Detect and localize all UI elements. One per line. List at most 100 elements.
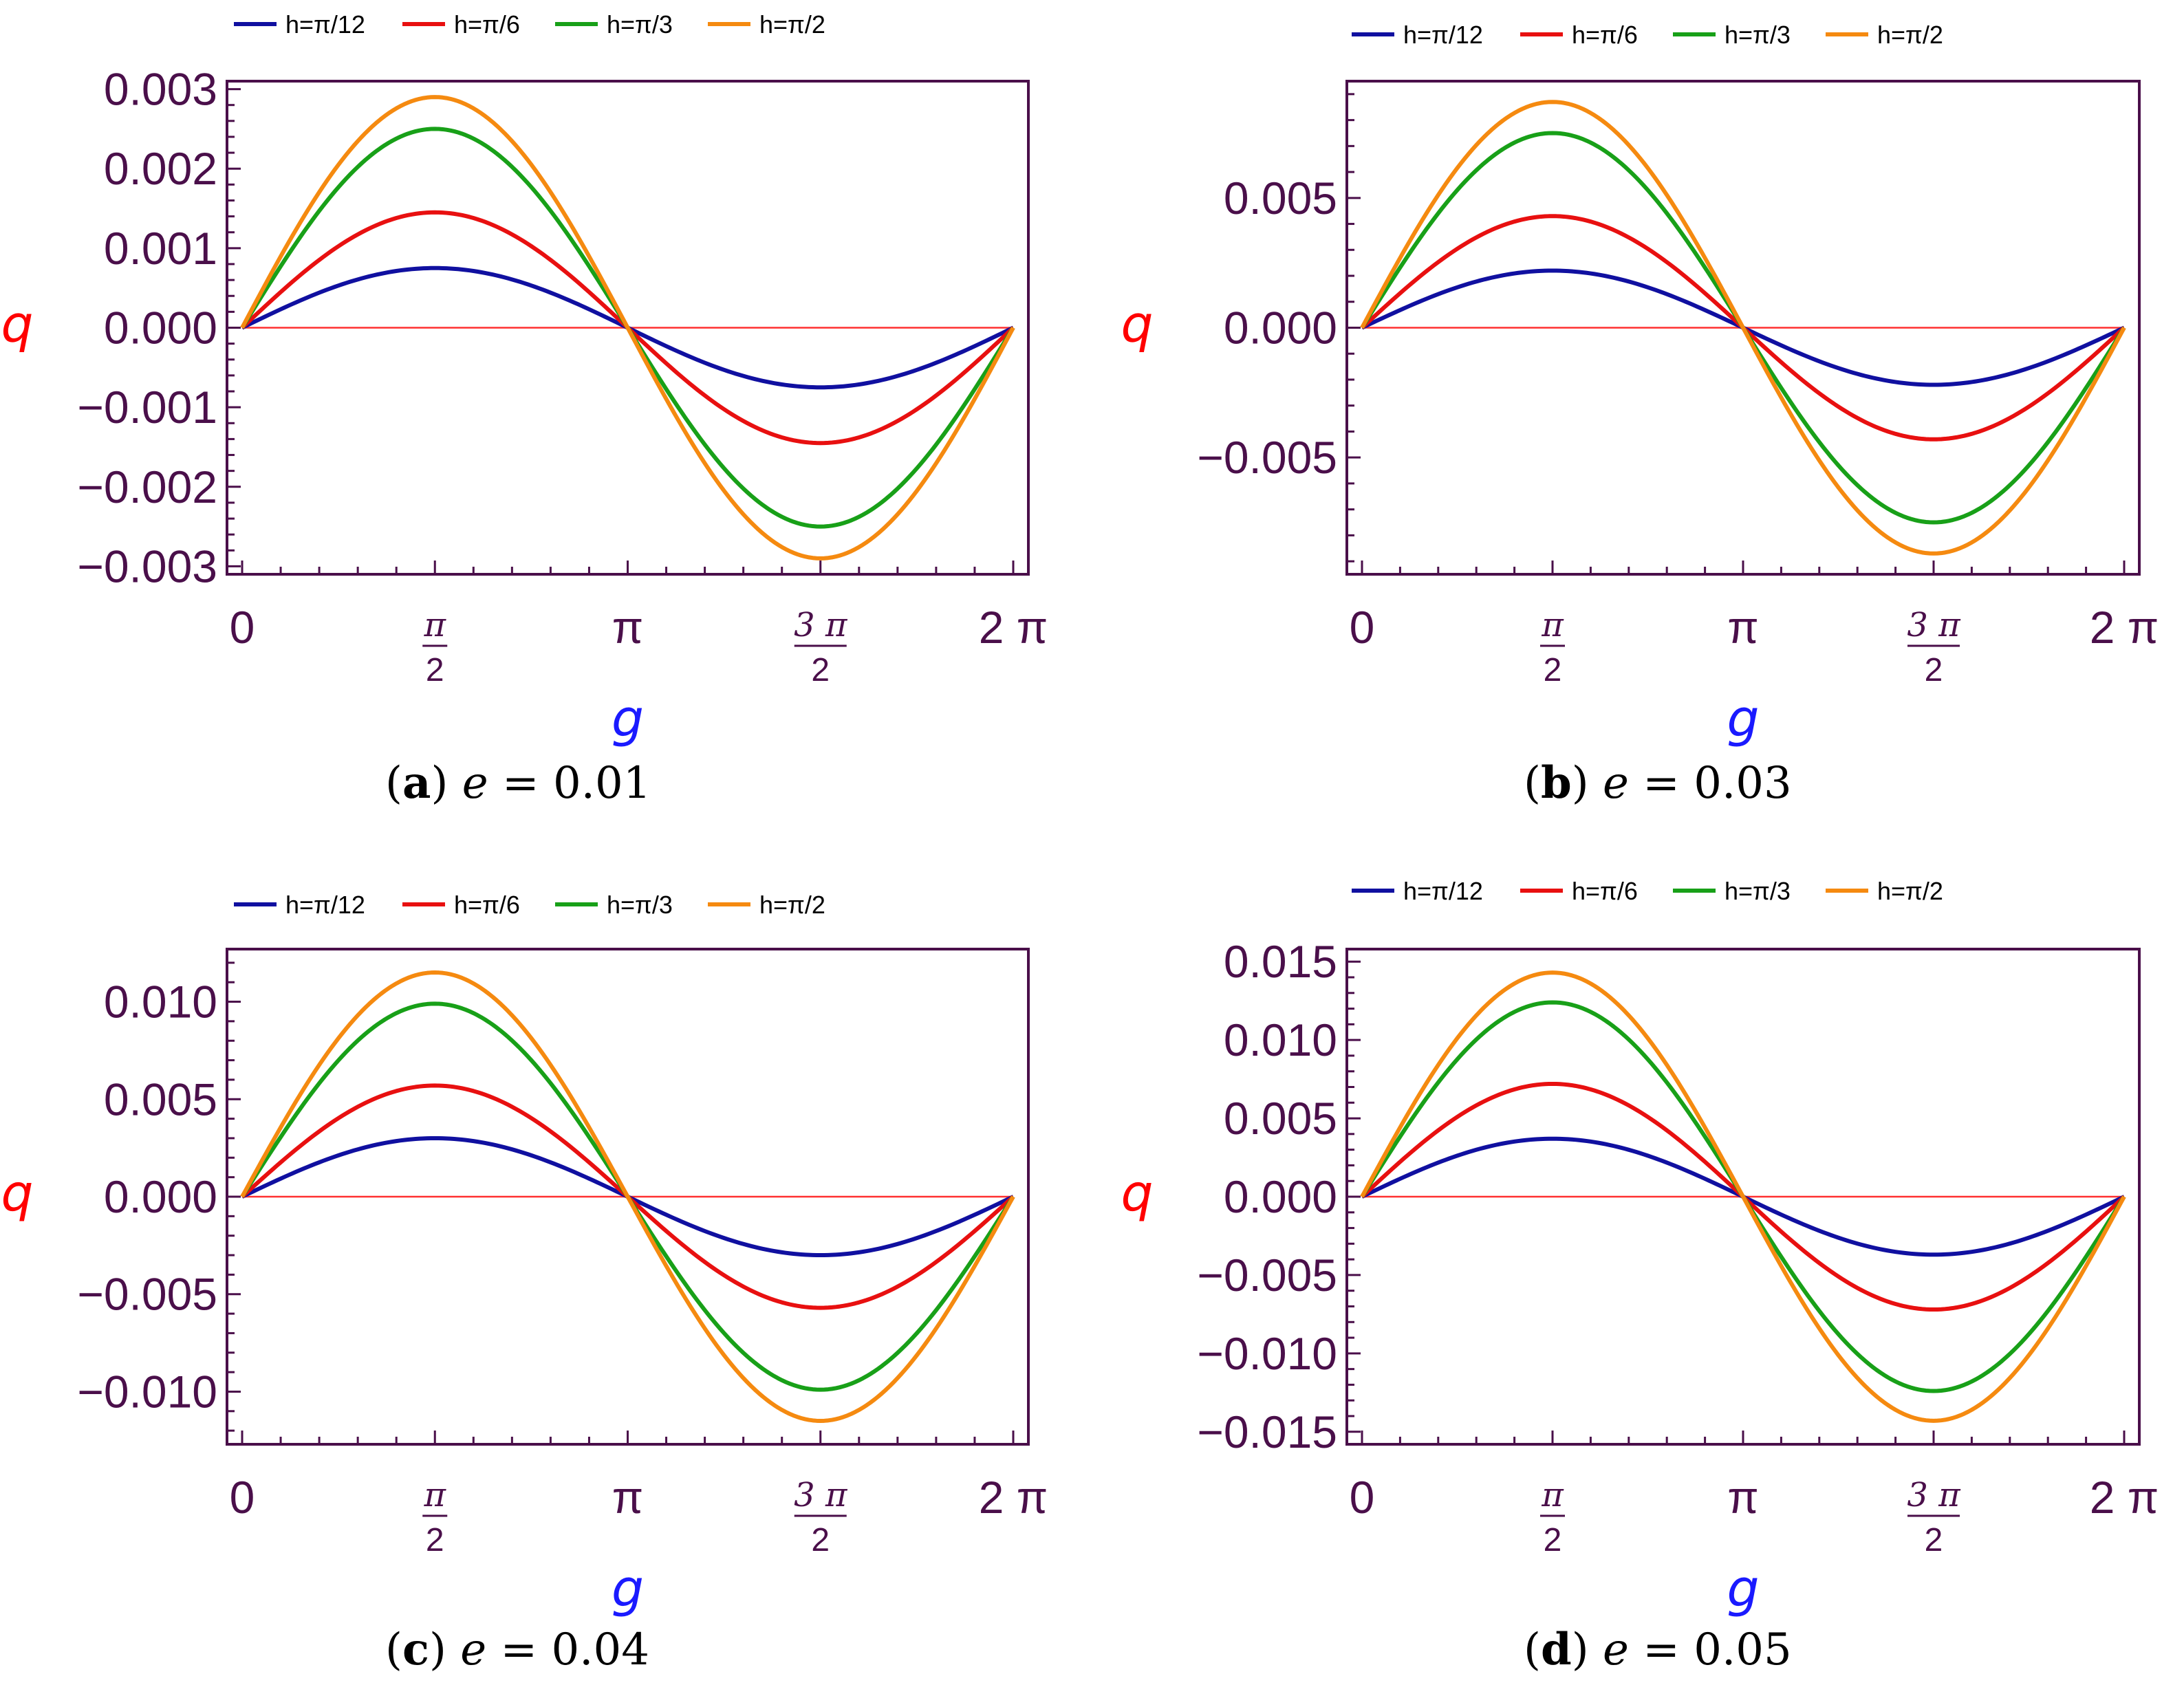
x-tick-label: π — [423, 1476, 446, 1514]
x-tick-label: 3 π — [1907, 606, 1961, 644]
x-tick-label: 0 — [1350, 602, 1375, 653]
legend-entry: h=π/6 — [454, 891, 520, 919]
subfigure-caption: (b) e = 0.03 — [1524, 757, 1792, 809]
x-tick-denominator: 2 — [1925, 652, 1943, 688]
y-tick-label: −0.003 — [77, 541, 217, 591]
x-tick-label: 0 — [230, 1472, 255, 1523]
caption-paren-close: ) — [431, 758, 462, 809]
y-tick-label: −0.002 — [77, 461, 217, 512]
legend-entry: h=π/3 — [607, 10, 673, 39]
series-line-4 — [1360, 970, 2126, 1423]
legend-entry: h=π/6 — [1572, 21, 1638, 49]
caption-equals: = — [488, 758, 553, 809]
x-tick-label: π — [612, 1472, 644, 1523]
x-tick-label: π — [1727, 1472, 1759, 1523]
x-tick-label: 2 π — [2090, 1472, 2159, 1523]
caption-value: 0.04 — [551, 1624, 649, 1675]
legend: h=π/12 h=π/6 h=π/3 h=π/2 — [234, 891, 825, 919]
legend-entry: h=π/6 — [454, 10, 520, 39]
y-tick-label: 0.001 — [104, 223, 217, 274]
y-tick-label: −0.015 — [1197, 1406, 1337, 1457]
y-axis-label: q — [1121, 295, 1154, 354]
caption-value: 0.03 — [1694, 758, 1792, 809]
legend-entry: h=π/12 — [285, 891, 365, 919]
x-tick-denominator: 2 — [426, 652, 444, 688]
caption-paren-open: ( — [1524, 1624, 1541, 1675]
y-tick-label: 0.000 — [104, 303, 217, 354]
y-tick-label: −0.001 — [77, 382, 217, 433]
caption-letter: b — [1541, 757, 1572, 809]
y-tick-label: −0.010 — [77, 1366, 217, 1417]
caption-equals: = — [1629, 758, 1694, 809]
y-tick-label: 0.000 — [1224, 1171, 1337, 1222]
x-tick-denominator: 2 — [1544, 1522, 1562, 1558]
subfigure-caption: (a) e = 0.01 — [385, 757, 651, 809]
caption-value: 0.01 — [553, 758, 651, 809]
x-axis-label: g — [612, 1559, 644, 1618]
caption-parameter: e — [460, 1624, 486, 1675]
legend-entry: h=π/6 — [1572, 877, 1638, 905]
caption-paren-close: ) — [1572, 1624, 1603, 1675]
x-tick-label: 3 π — [1907, 1476, 1961, 1514]
caption-parameter: e — [1603, 758, 1629, 809]
x-tick-label: 2 π — [2090, 602, 2159, 653]
chart-panel-b: 0.005 0.000 −0.005 0 π 2 π 3 π 2 2 π g q h=π/12 h=π/6… — [1121, 21, 2159, 809]
caption-letter: c — [402, 1624, 429, 1675]
y-tick-label: 0.000 — [1224, 303, 1337, 354]
x-axis-label: g — [612, 689, 644, 748]
chart-panel-c: 0.010 0.005 0.000 −0.005 −0.010 0 π 2 π 3 π 2 2 π g q… — [1, 891, 1048, 1675]
subfigure-caption: (c) e = 0.04 — [385, 1624, 649, 1675]
legend-entry: h=π/3 — [1725, 21, 1791, 49]
caption-equals: = — [486, 1624, 551, 1675]
x-tick-denominator: 2 — [1925, 1522, 1943, 1558]
series-line-4 — [1360, 100, 2126, 556]
legend-entry: h=π/12 — [1403, 877, 1483, 905]
x-tick-denominator: 2 — [811, 652, 830, 688]
subfigure-caption: (d) e = 0.05 — [1524, 1624, 1792, 1675]
legend-entry: h=π/2 — [1877, 21, 1943, 49]
legend-entry: h=π/3 — [607, 891, 673, 919]
caption-paren-open: ( — [1524, 758, 1541, 809]
y-tick-label: 0.010 — [104, 977, 217, 1028]
x-tick-label: 2 π — [979, 602, 1048, 653]
caption-paren-open: ( — [385, 1624, 402, 1675]
caption-parameter: e — [462, 758, 488, 809]
x-tick-denominator: 2 — [426, 1522, 444, 1558]
series-line-4 — [240, 970, 1015, 1423]
y-tick-label: −0.005 — [1197, 1250, 1337, 1301]
caption-letter: a — [402, 757, 431, 809]
caption-equals: = — [1629, 1624, 1694, 1675]
x-tick-label: π — [1727, 602, 1759, 653]
legend: h=π/12 h=π/6 h=π/3 h=π/2 — [234, 10, 825, 39]
y-axis-label: q — [1, 1164, 34, 1223]
x-tick-label: π — [612, 602, 644, 653]
legend-entry: h=π/3 — [1725, 877, 1791, 905]
x-tick-label: π — [423, 606, 446, 644]
caption-letter: d — [1541, 1624, 1572, 1675]
y-tick-label: 0.005 — [1224, 1093, 1337, 1144]
y-tick-label: 0.000 — [104, 1171, 217, 1222]
caption-paren-open: ( — [385, 758, 402, 809]
caption-value: 0.05 — [1694, 1624, 1792, 1675]
y-tick-label: 0.010 — [1224, 1014, 1337, 1065]
legend-entry: h=π/2 — [1877, 877, 1943, 905]
x-tick-label: 0 — [230, 602, 255, 653]
x-tick-denominator: 2 — [811, 1522, 830, 1558]
legend-entry: h=π/12 — [1403, 21, 1483, 49]
y-tick-label: 0.002 — [104, 143, 217, 194]
caption-paren-close: ) — [429, 1624, 460, 1675]
x-tick-denominator: 2 — [1544, 652, 1562, 688]
y-tick-label: 0.015 — [1224, 936, 1337, 987]
y-tick-label: −0.005 — [77, 1269, 217, 1320]
y-tick-label: −0.010 — [1197, 1328, 1337, 1379]
legend-entry: h=π/2 — [759, 10, 825, 39]
x-axis-label: g — [1727, 689, 1760, 748]
x-tick-label: 3 π — [794, 1476, 848, 1514]
y-tick-label: 0.003 — [104, 64, 217, 115]
legend: h=π/12 h=π/6 h=π/3 h=π/2 — [1352, 21, 1943, 49]
x-axis-label: g — [1727, 1559, 1760, 1618]
legend: h=π/12 h=π/6 h=π/3 h=π/2 — [1352, 877, 1943, 905]
caption-parameter: e — [1603, 1624, 1629, 1675]
x-tick-label: 3 π — [794, 606, 848, 644]
